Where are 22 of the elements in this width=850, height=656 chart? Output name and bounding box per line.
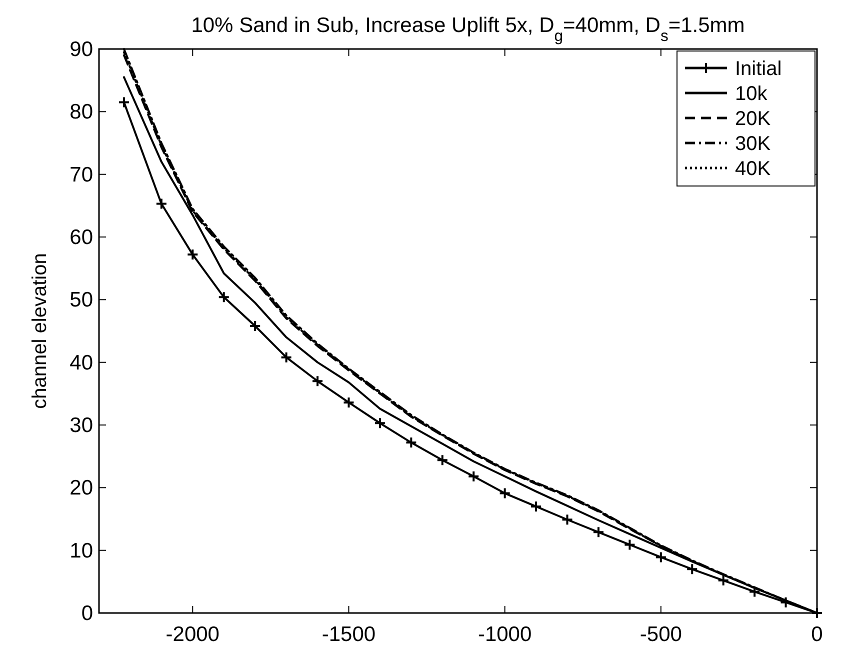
y-tick-label: 0: [81, 602, 93, 625]
x-tick-label: -1000: [478, 623, 532, 646]
x-tick-label: 0: [811, 623, 823, 646]
y-tick-label: 30: [70, 414, 93, 437]
y-tick-label: 20: [70, 476, 93, 500]
y-tick-label: 10: [70, 539, 93, 562]
y-tick-label: 70: [70, 163, 93, 186]
y-tick-label: 60: [70, 226, 93, 249]
x-tick-label: -1500: [322, 623, 376, 646]
x-tick-label: -2000: [166, 623, 220, 646]
legend-label: 20K: [735, 108, 772, 130]
legend-label: Initial: [735, 58, 782, 80]
y-tick-label: 40: [70, 351, 93, 374]
legend-label: 10k: [735, 83, 768, 105]
legend-label: 40K: [735, 158, 772, 180]
legend-label: 30K: [735, 133, 772, 155]
y-axis-title: channel elevation: [29, 253, 51, 409]
y-tick-label: 90: [70, 38, 93, 61]
x-tick-label: -500: [640, 623, 682, 646]
chart-title: 10% Sand in Sub, Increase Uplift 5x, D$_{g}$=40mm, D$_{s}$=1.5mm: [191, 14, 745, 44]
y-tick-label: 80: [70, 100, 93, 124]
y-tick-label: 50: [70, 288, 93, 312]
